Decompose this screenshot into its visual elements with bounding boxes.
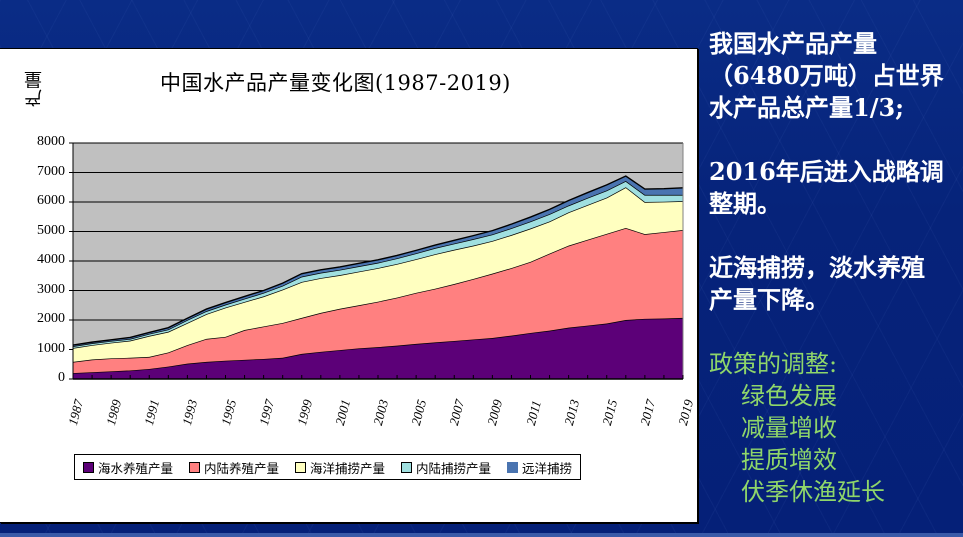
y-tick-label: 0: [58, 370, 65, 385]
chart-legend: 海水养殖产量 内陆养殖产量 海洋捕捞产量 内陆捕捞产量 远洋捕捞: [74, 454, 581, 480]
legend-item: 远洋捕捞: [506, 458, 572, 477]
side-line: 整期。: [709, 189, 781, 218]
area-series-3: [73, 187, 683, 362]
legend-swatch: [506, 461, 518, 473]
legend-label: 内陆捕捞产量: [415, 460, 491, 476]
side-line: 近海捕捞，淡水养殖: [709, 253, 925, 282]
policy-heading: 政策的调整:: [709, 350, 838, 378]
policy-item: 减量增收: [741, 414, 837, 442]
side-line: 水产品总产量1/3;: [709, 93, 905, 122]
chart-panel: 产量 中国水产品产量变化图(1987-2019) 0 1000 2000 3000 40…: [0, 48, 698, 523]
policy-section: 政策的调整: 绿色发展 减量增收 提质增效 伏季休渔延长: [709, 348, 963, 508]
legend-item: 内陆捕捞产量: [400, 458, 491, 477]
area-series-5-edge: [72, 175, 684, 346]
policy-item: 绿色发展: [741, 382, 837, 410]
legend-item: 海洋捕捞产量: [294, 458, 385, 477]
legend-swatch: [82, 461, 94, 473]
side-line: 2016年后进入战略调: [709, 157, 944, 186]
y-tick-label: 4000: [37, 252, 65, 267]
legend-swatch: [400, 461, 412, 473]
slide-bottom-strip: [0, 533, 963, 537]
y-tick-label: 8000: [37, 134, 65, 149]
side-text-panel: 我国水产品产量 （6480万吨）占世界 水产品总产量1/3; 2016年后进入战…: [709, 28, 963, 508]
legend-item: 海水养殖产量: [82, 458, 173, 477]
y-tick-label: 2000: [37, 311, 65, 326]
y-tick-label: 7000: [37, 163, 65, 179]
legend-label: 海水养殖产量: [97, 460, 173, 476]
policy-item: 伏季休渔延长: [741, 478, 885, 506]
side-line: 我国水产品产量: [709, 29, 877, 58]
stacked-area-chart: [69, 142, 684, 380]
side-line: 产量下降。: [709, 285, 829, 314]
legend-swatch: [188, 461, 200, 473]
legend-label: 内陆养殖产量: [203, 460, 279, 476]
legend-label: 海洋捕捞产量: [309, 460, 385, 476]
y-tick-label: 3000: [37, 281, 65, 297]
area-series-4: [73, 181, 683, 349]
y-tick-label: 5000: [37, 222, 65, 238]
chart-title: 中国水产品产量变化图(1987-2019): [160, 71, 511, 95]
legend-swatch: [294, 461, 306, 473]
policy-item: 提质增效: [741, 446, 837, 474]
y-tick-label: 1000: [37, 340, 65, 356]
y-tick-label: 6000: [37, 193, 65, 208]
side-line: （6480万吨）占世界: [709, 61, 944, 90]
legend-label: 远洋捕捞: [521, 460, 572, 476]
legend-item: 内陆养殖产量: [188, 458, 279, 477]
area-series-5: [73, 176, 683, 347]
